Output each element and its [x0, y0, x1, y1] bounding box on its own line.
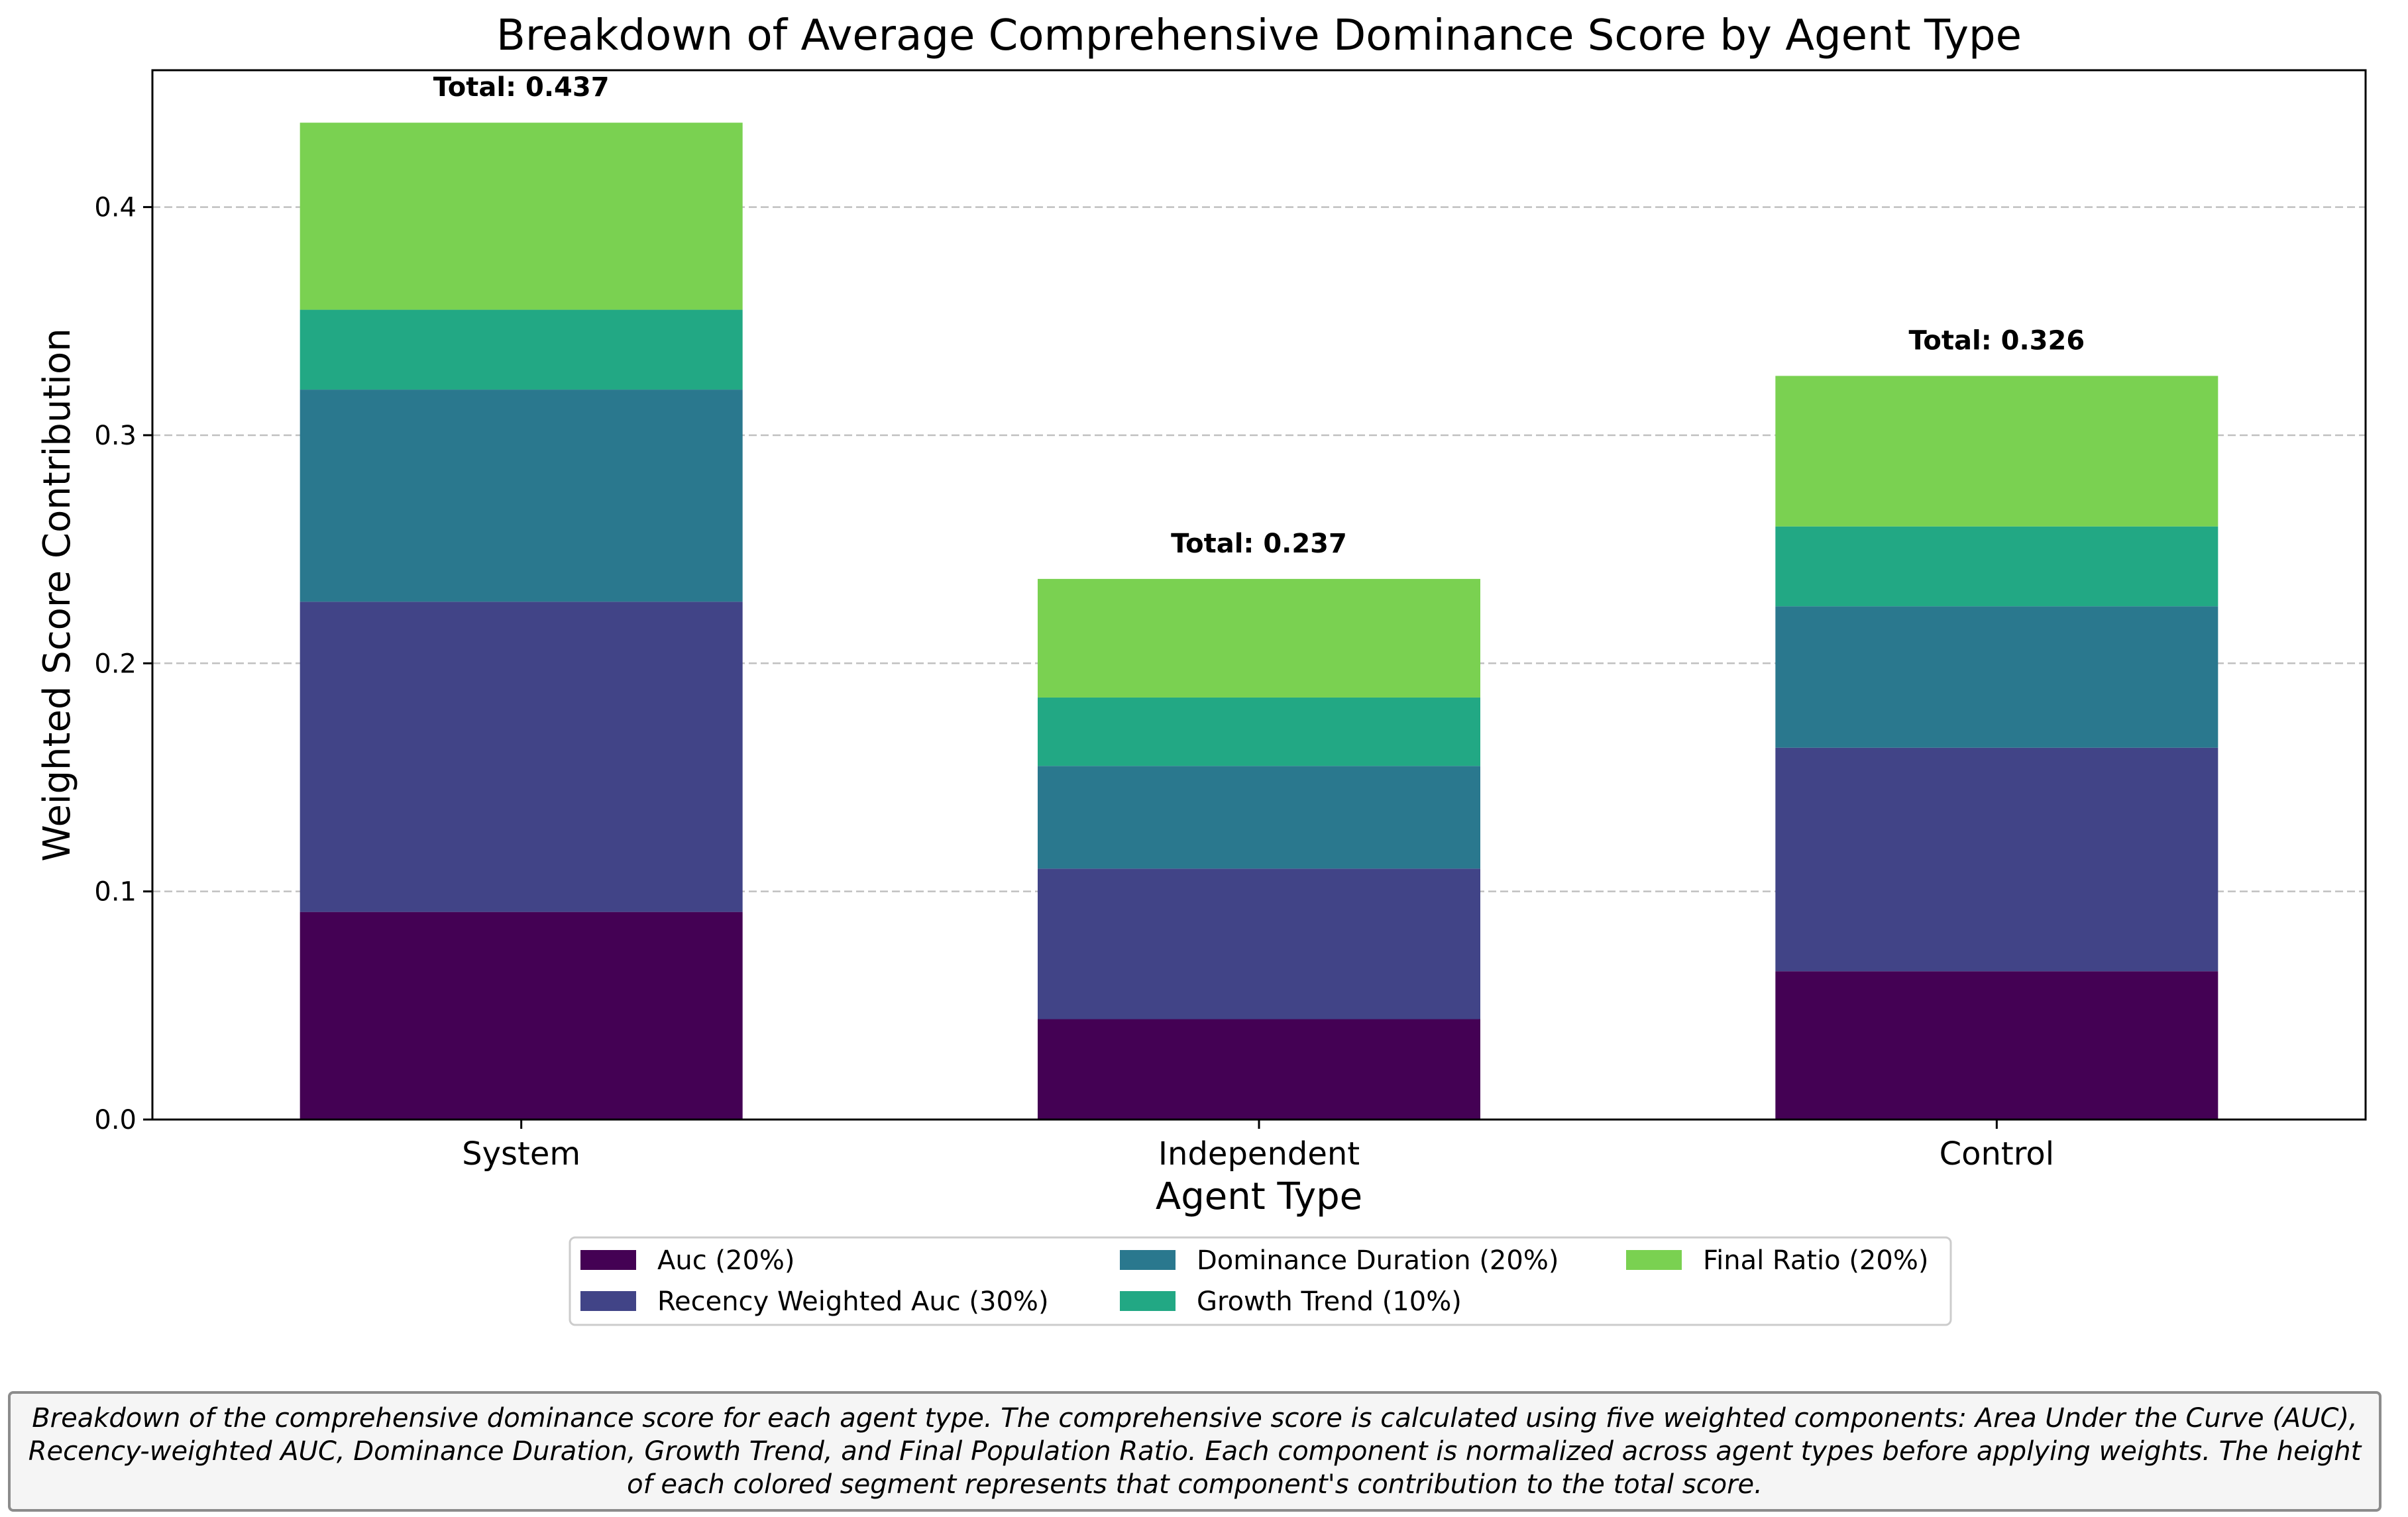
legend-swatch [1120, 1291, 1176, 1311]
legend-label: Growth Trend (10%) [1197, 1286, 1462, 1317]
total-label: Total: 0.237 [1171, 529, 1347, 559]
legend-label: Dominance Duration (20%) [1197, 1245, 1559, 1276]
bars [300, 123, 2218, 1120]
caption-text: Breakdown of the comprehensive dominance… [28, 1403, 2362, 1500]
total-label: Total: 0.437 [433, 72, 610, 103]
bar-segment [1775, 747, 2218, 972]
y-tick-label: 0.4 [94, 193, 137, 223]
total-label: Total: 0.326 [1908, 325, 2085, 356]
y-tick-label: 0.1 [94, 877, 137, 908]
x-tick-label: Independent [1158, 1135, 1360, 1173]
bar-segment [1038, 697, 1480, 766]
legend-box [569, 1236, 1952, 1326]
legend-label: Final Ratio (20%) [1703, 1245, 1928, 1276]
y-tick-label: 0.3 [94, 421, 137, 451]
bar-segment [300, 309, 743, 390]
bar-segment [300, 912, 743, 1120]
legend-swatch [580, 1291, 636, 1311]
bar-segment [1038, 1019, 1480, 1120]
bar-segment [1038, 578, 1480, 698]
bar-segment [300, 390, 743, 602]
x-tick-label: Control [1940, 1135, 2055, 1173]
bar-segment [1775, 526, 2218, 607]
bar-segment [300, 123, 743, 310]
y-tick-label: 0.0 [94, 1105, 137, 1135]
x-axis-label: Agent Type [1156, 1175, 1362, 1218]
bar-segment [1038, 766, 1480, 869]
legend-swatch [1626, 1250, 1682, 1270]
x-tick-label: System [462, 1135, 580, 1173]
bar-segment [1775, 376, 2218, 527]
y-axis-label: Weighted Score Contribution [36, 328, 79, 861]
legend-label: Recency Weighted Auc (30%) [657, 1286, 1049, 1317]
caption-box: Breakdown of the comprehensive dominance… [8, 1391, 2381, 1512]
chart-title: Breakdown of Average Comprehensive Domin… [496, 11, 2022, 60]
y-tick-label: 0.2 [94, 649, 137, 679]
legend: Auc (20%) Recency Weighted Auc (30%) Domin… [569, 1236, 1952, 1326]
legend-swatch [1120, 1250, 1176, 1270]
y-axis: 0.0 0.1 0.2 0.3 0.4 [94, 193, 152, 1135]
bar-segment [1775, 606, 2218, 748]
total-labels: Total: 0.437 Total: 0.237 Total: 0.326 [433, 72, 2085, 559]
legend-label: Auc (20%) [657, 1245, 795, 1276]
bar-segment [1775, 971, 2218, 1120]
x-axis: System Independent Control [462, 1120, 2054, 1173]
bar-segment [1038, 868, 1480, 1020]
legend-swatch [580, 1250, 636, 1270]
bar-segment [300, 602, 743, 912]
